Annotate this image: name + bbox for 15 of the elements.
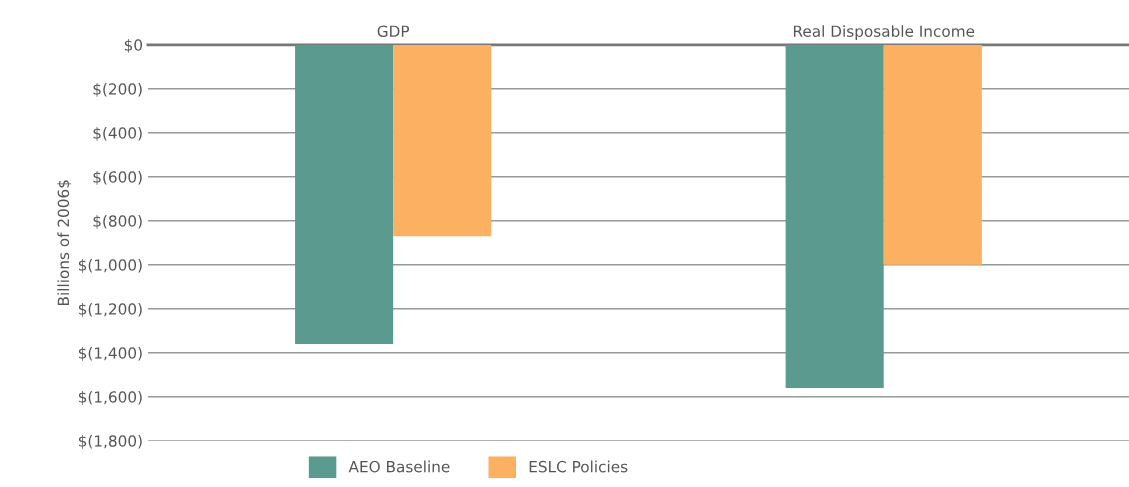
y-tick-label: $(1,200): [78, 302, 142, 317]
y-tick-label: $(800): [93, 214, 142, 229]
y-tick-label: $(1,600): [78, 390, 142, 405]
y-tick-label: $(1,000): [78, 258, 142, 273]
y-tick-label: $(1,400): [78, 346, 142, 361]
legend-label: ESLC Policies: [529, 460, 628, 473]
x-tick-label: Real Disposable Income: [793, 25, 975, 40]
y-tick-label: $(600): [93, 170, 142, 185]
y-tick-label: $(400): [93, 126, 142, 141]
y-tick-label: $(200): [93, 82, 142, 97]
legend-label: AEO Baseline: [348, 460, 450, 473]
y-tick-label: $(1,800): [78, 434, 142, 449]
y-tick-label: $0: [124, 39, 143, 53]
y-axis-title: Billions of 2006$: [57, 180, 72, 306]
x-tick-label: GDP: [377, 25, 410, 37]
